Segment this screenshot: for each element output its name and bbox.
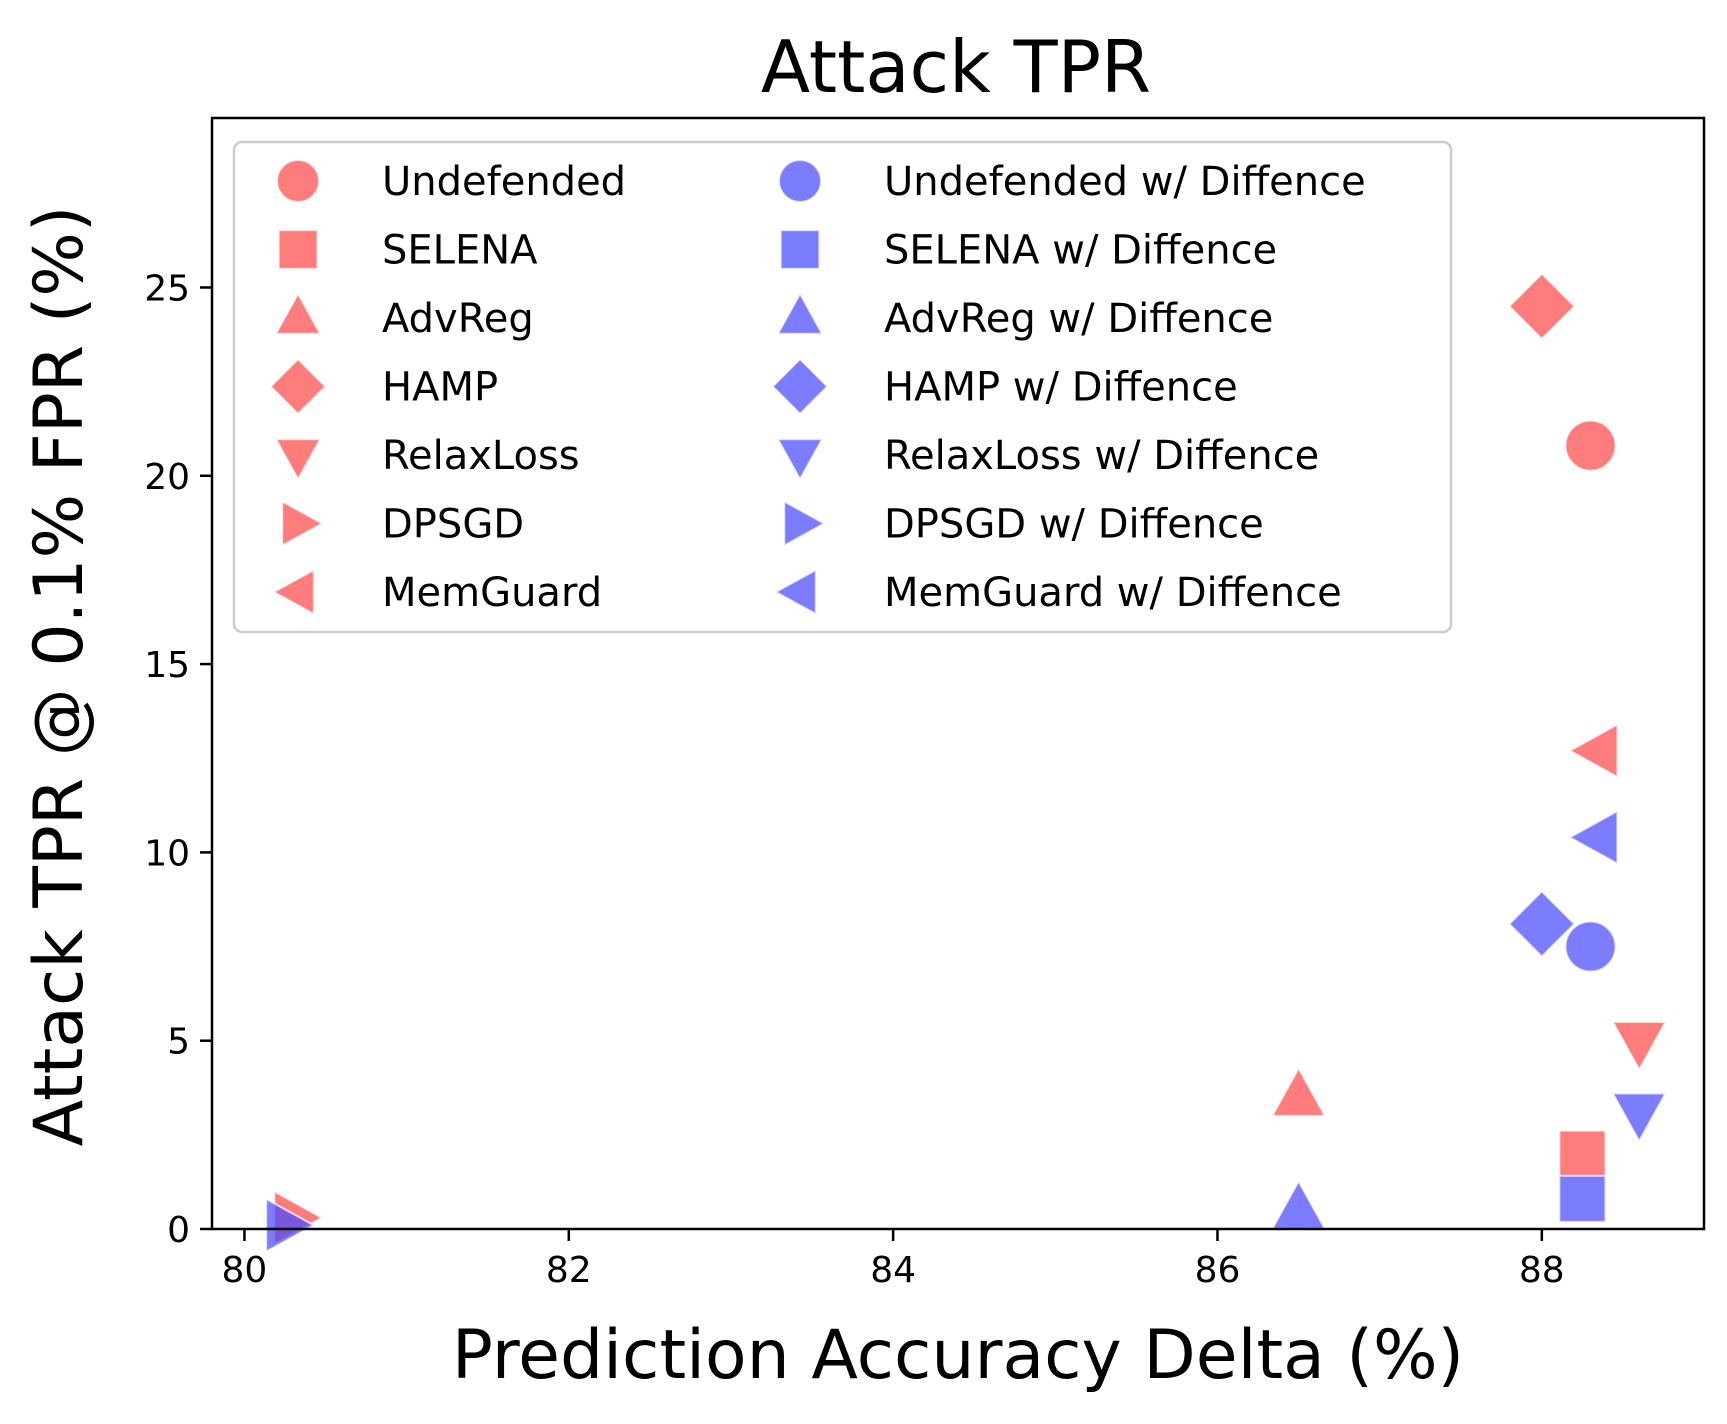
legend-marker-undefended (276, 159, 320, 203)
y-tick-label-0: 0 (167, 1210, 190, 1251)
legend-marker-dpsgd (281, 499, 325, 548)
legend-label-selena-w-diffence: SELENA w/ Diffence (884, 228, 1277, 274)
legend-marker-hamp (269, 357, 327, 416)
x-tick-label-82: 82 (546, 1250, 592, 1291)
legend-marker-memguard (271, 568, 315, 616)
point-relaxloss (1611, 1020, 1668, 1072)
y-tick-label-20: 20 (144, 457, 190, 498)
point-hamp (1507, 272, 1576, 341)
point-selena (1558, 1129, 1607, 1178)
x-tick-label-84: 84 (870, 1250, 916, 1291)
y-tick-label-10: 10 (144, 833, 190, 874)
point-dpsgd-w-diffence (265, 1197, 316, 1254)
legend-marker-selena (277, 229, 319, 270)
legend-label-relaxloss: RelaxLoss (382, 433, 580, 479)
legend-label-selena: SELENA (382, 228, 538, 274)
legend-marker-advreg (274, 291, 322, 335)
legend-marker-hamp-w-diffence (771, 357, 829, 416)
point-undefended-w-diffence (1564, 920, 1617, 973)
y-tick-label-5: 5 (167, 1022, 190, 1063)
legend-marker-advreg-w-diffence (776, 291, 824, 335)
data-points (265, 272, 1668, 1254)
y-tick-label-15: 15 (144, 645, 190, 686)
legend-label-undefended: Undefended (382, 159, 626, 205)
legend-marker-memguard-w-diffence (773, 568, 817, 616)
legend-marker-undefended-w-diffence (778, 159, 822, 203)
legend-marker-selena-w-diffence (779, 229, 821, 270)
plot-frame (210, 116, 1706, 1231)
point-undefended (1564, 419, 1617, 472)
x-tick-label-88: 88 (1519, 1250, 1565, 1291)
y-axis-label: Attack TPR @ 0.1% FPR (%) (20, 206, 99, 1147)
legend-marker-dpsgd-w-diffence (783, 499, 827, 548)
axis-ticks: 80 82 84 86 88 0 5 10 15 20 25 (144, 268, 1565, 1291)
legend-label-undefended-w-diffence: Undefended w/ Diffence (884, 159, 1366, 205)
legend-marker-relaxloss-w-diffence (776, 438, 824, 482)
legend-label-relaxloss-w-diffence: RelaxLoss w/ Diffence (884, 433, 1319, 479)
legend-label-memguard-w-diffence: MemGuard w/ Diffence (884, 570, 1342, 616)
legend-box (232, 140, 1453, 634)
legend-label-advreg: AdvReg (382, 296, 534, 342)
legend-marker-relaxloss (274, 438, 322, 482)
legend-label-advreg-w-diffence: AdvReg w/ Diffence (884, 296, 1273, 342)
point-advreg (1270, 1066, 1327, 1117)
point-hamp-w-diffence (1507, 890, 1576, 958)
point-memguard (1567, 722, 1619, 779)
legend: Undefended SELENA AdvReg HAMP RelaxLoss DPSGD… (232, 140, 1453, 634)
y-tick-label-25: 25 (144, 268, 190, 309)
legend-label-hamp-w-diffence: HAMP w/ Diffence (884, 365, 1238, 411)
legend-label-memguard: MemGuard (382, 570, 602, 616)
legend-label-hamp: HAMP (382, 365, 498, 411)
x-tick-label-80: 80 (222, 1250, 268, 1291)
x-tick-label-86: 86 (1195, 1250, 1241, 1291)
chart-title: Attack TPR (761, 25, 1151, 109)
point-selena-w-diffence (1558, 1174, 1607, 1223)
point-relaxloss-w-diffence (1611, 1092, 1668, 1144)
point-memguard-w-diffence (1567, 809, 1619, 866)
legend-label-dpsgd: DPSGD (382, 502, 524, 548)
x-axis-label: Prediction Accuracy Delta (%) (452, 1316, 1464, 1395)
legend-label-dpsgd-w-diffence: DPSGD w/ Diffence (884, 502, 1264, 548)
